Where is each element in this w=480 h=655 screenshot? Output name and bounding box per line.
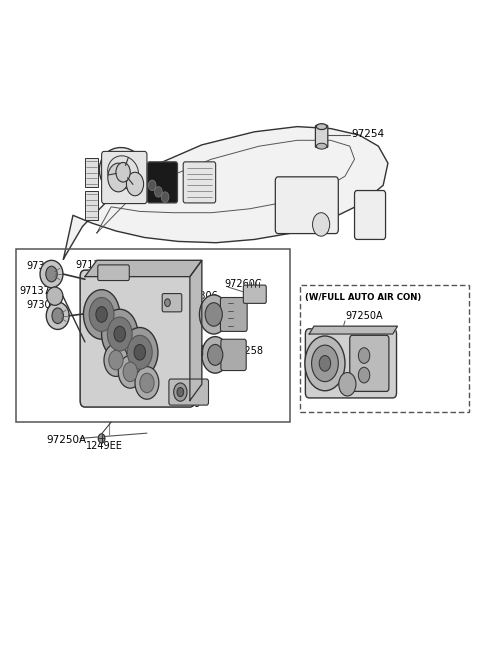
Circle shape [148, 180, 156, 191]
FancyBboxPatch shape [169, 379, 208, 405]
FancyBboxPatch shape [305, 329, 396, 398]
FancyBboxPatch shape [315, 125, 328, 147]
Circle shape [98, 434, 105, 443]
Text: 97126: 97126 [170, 400, 201, 409]
FancyBboxPatch shape [220, 297, 247, 331]
Ellipse shape [40, 260, 63, 288]
Circle shape [108, 163, 129, 192]
Ellipse shape [47, 287, 63, 305]
Polygon shape [190, 260, 202, 401]
Circle shape [108, 317, 132, 351]
FancyBboxPatch shape [355, 191, 385, 240]
FancyBboxPatch shape [221, 339, 246, 371]
FancyBboxPatch shape [147, 162, 178, 203]
FancyBboxPatch shape [80, 270, 195, 407]
Circle shape [207, 345, 223, 365]
Text: 97309: 97309 [26, 261, 57, 271]
Text: 97250A: 97250A [345, 311, 383, 322]
Circle shape [202, 337, 228, 373]
Circle shape [104, 344, 128, 377]
Circle shape [205, 303, 222, 326]
Circle shape [305, 336, 345, 391]
Circle shape [96, 307, 108, 322]
Circle shape [134, 345, 145, 360]
Polygon shape [309, 326, 397, 334]
Text: 97306: 97306 [188, 291, 218, 301]
FancyBboxPatch shape [162, 293, 182, 312]
FancyBboxPatch shape [98, 265, 129, 280]
Bar [85, 191, 98, 220]
Circle shape [161, 192, 169, 202]
Circle shape [102, 309, 138, 359]
Text: 97128C: 97128C [75, 260, 113, 270]
Circle shape [312, 345, 338, 382]
Ellipse shape [99, 147, 147, 197]
FancyBboxPatch shape [350, 335, 389, 392]
Circle shape [177, 388, 184, 397]
FancyBboxPatch shape [183, 162, 216, 203]
Circle shape [174, 383, 187, 402]
Text: (W/FULL AUTO AIR CON): (W/FULL AUTO AIR CON) [305, 293, 421, 302]
Bar [300, 285, 469, 412]
Circle shape [135, 367, 159, 400]
Ellipse shape [316, 124, 327, 130]
Ellipse shape [316, 143, 327, 149]
Text: 97137A: 97137A [20, 286, 57, 296]
Circle shape [127, 335, 152, 369]
Ellipse shape [108, 156, 139, 189]
Text: 97309: 97309 [26, 301, 57, 310]
Circle shape [339, 373, 356, 396]
FancyBboxPatch shape [276, 177, 338, 234]
Polygon shape [63, 126, 388, 259]
Circle shape [84, 290, 120, 339]
FancyBboxPatch shape [102, 151, 147, 204]
Circle shape [52, 308, 63, 324]
FancyBboxPatch shape [243, 285, 266, 303]
Circle shape [46, 266, 57, 282]
Circle shape [199, 295, 228, 334]
Circle shape [319, 356, 331, 371]
Polygon shape [85, 260, 202, 276]
Text: 97260C: 97260C [225, 279, 263, 289]
Text: 97254: 97254 [351, 130, 384, 140]
Text: 97250A: 97250A [47, 435, 87, 445]
FancyArrowPatch shape [357, 225, 381, 235]
Circle shape [312, 213, 330, 236]
Circle shape [140, 373, 154, 393]
Circle shape [121, 328, 158, 377]
Bar [85, 158, 98, 187]
Circle shape [89, 297, 114, 331]
Circle shape [165, 299, 170, 307]
Circle shape [118, 356, 142, 388]
Text: 1249EE: 1249EE [86, 441, 123, 451]
Circle shape [359, 348, 370, 364]
Text: 97258: 97258 [233, 346, 264, 356]
Circle shape [123, 362, 137, 382]
Circle shape [155, 187, 162, 197]
Circle shape [359, 367, 370, 383]
Circle shape [109, 350, 123, 370]
Circle shape [126, 172, 144, 196]
Text: 97263G: 97263G [137, 291, 176, 301]
Circle shape [116, 162, 130, 182]
Bar [16, 250, 290, 422]
Ellipse shape [46, 302, 69, 329]
Circle shape [114, 326, 125, 342]
